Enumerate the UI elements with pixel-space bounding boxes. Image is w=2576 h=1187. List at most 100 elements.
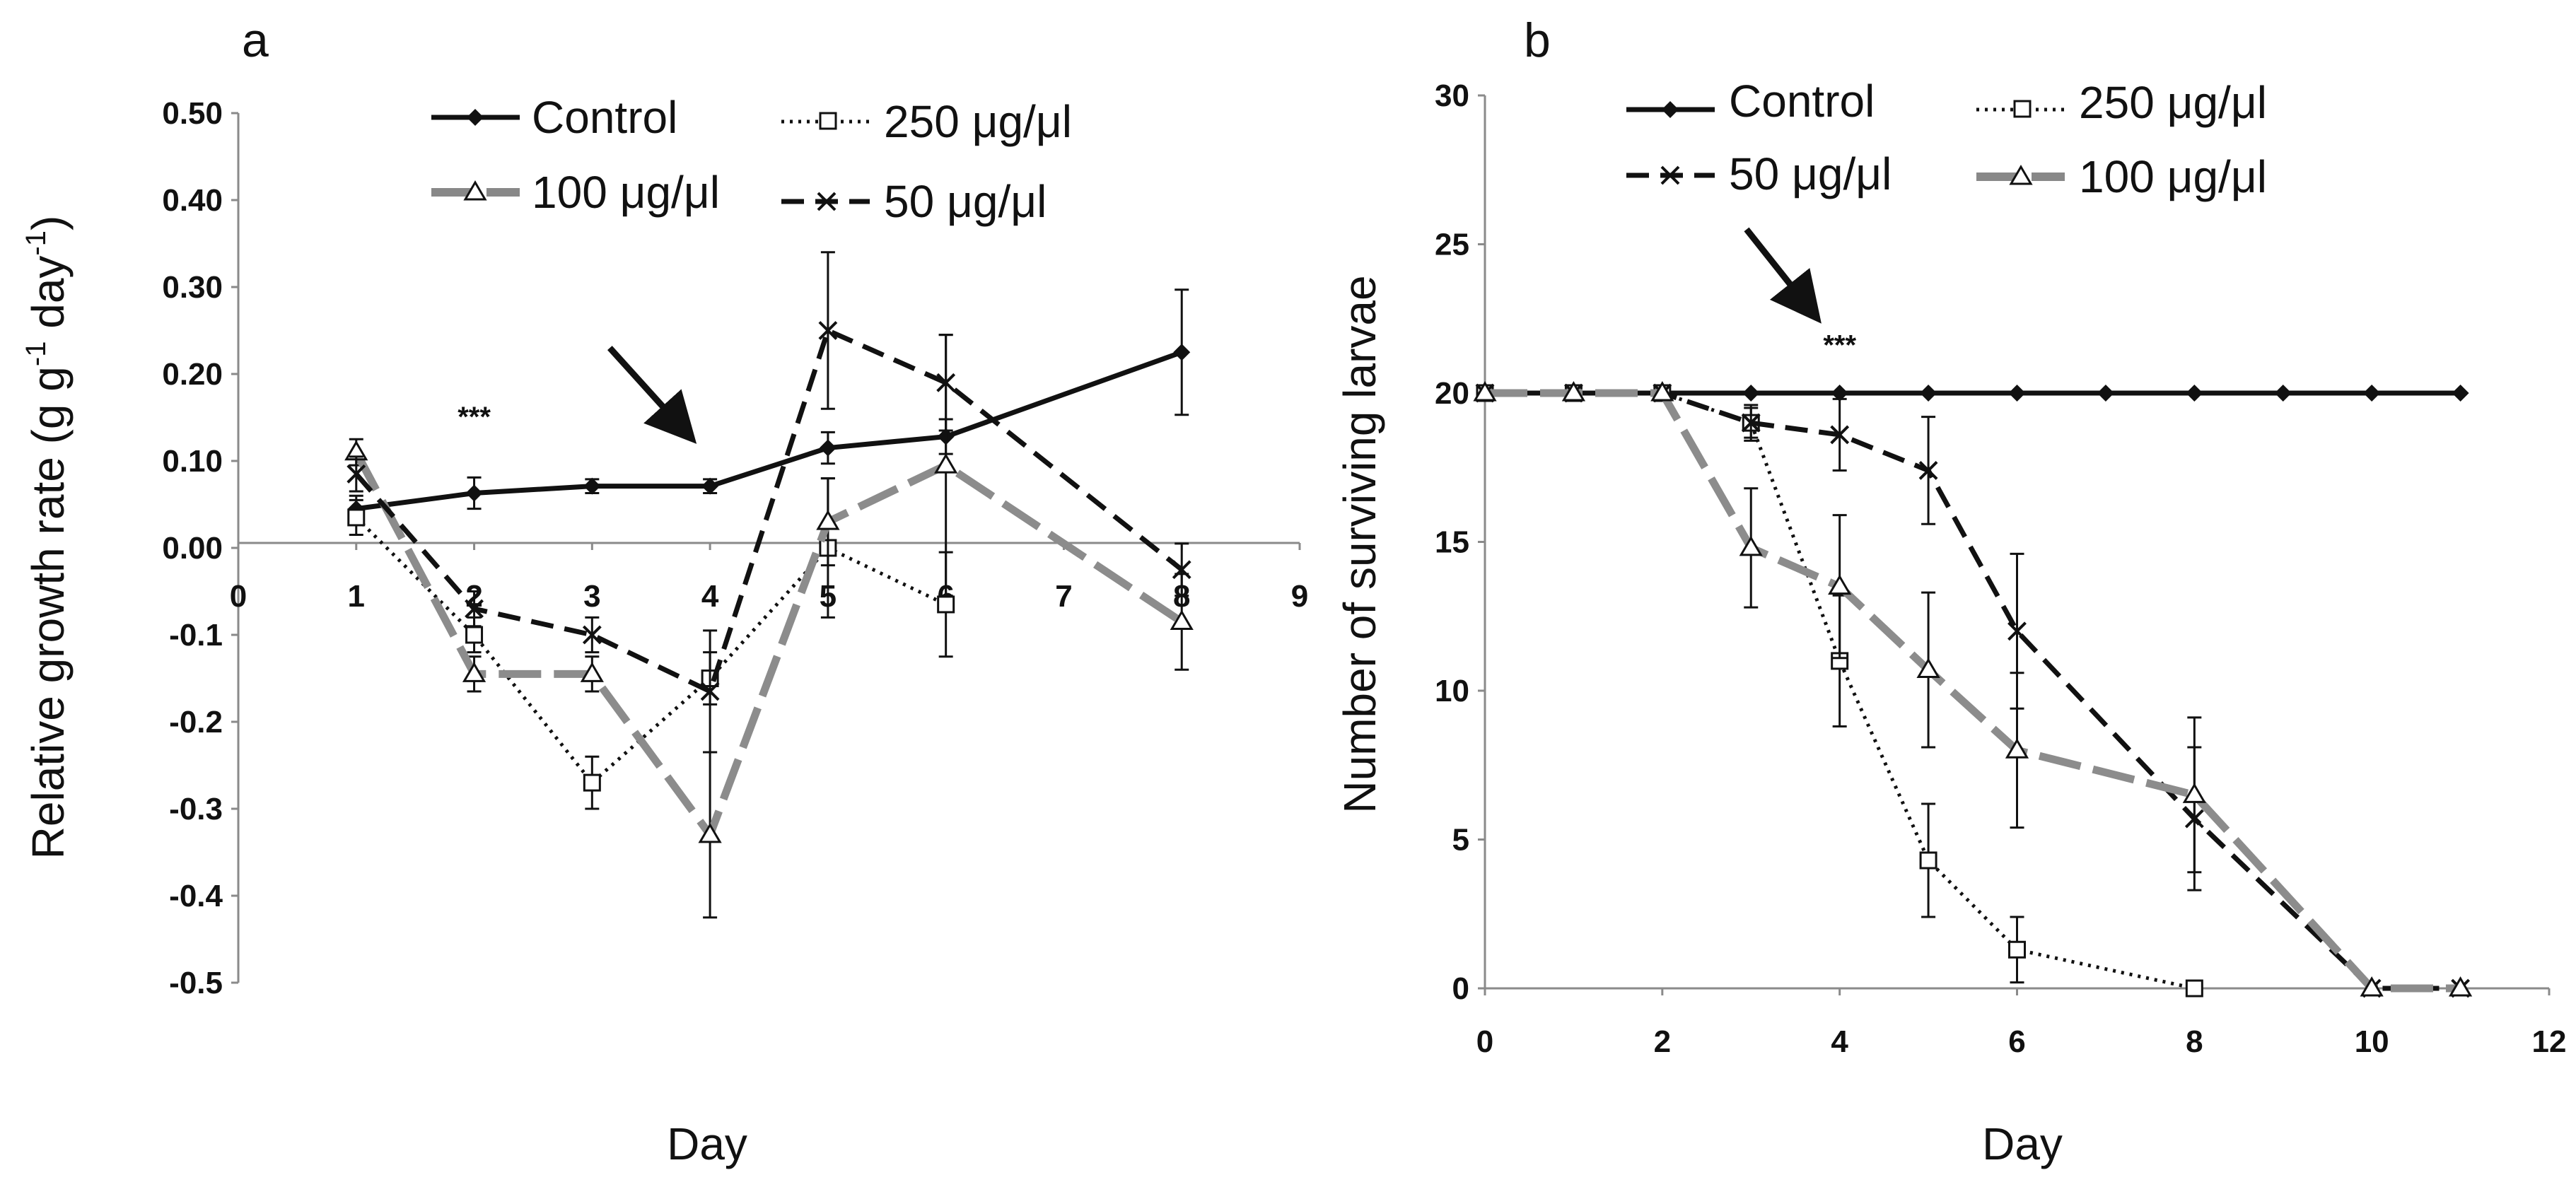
a-y-tick-label-9: -0.4 [169,879,223,913]
b-series-control-point-8 [2186,385,2203,402]
b-series-50-g-l-point-6 [2007,621,2027,641]
a-y-tick-label-8: -0.3 [169,792,223,826]
b-series-100-g-l-point-2 [1650,381,1674,402]
b-series-control-point-11 [2452,385,2469,402]
b-series-100-g-l-point-0 [1473,381,1497,402]
a-series-100-g-l-point-6 [1170,609,1194,631]
b-y-tick-label-0: 30 [1435,78,1469,113]
b-y-tick-label-2: 20 [1435,376,1469,411]
b-series-100-g-l-point-1 [1561,381,1586,402]
a-y-tick-label-0: 0.50 [162,96,223,131]
b-series-250-g-l [1476,384,2203,998]
a-y-tick-label-6: -0.1 [169,618,223,653]
b-series-control-point-5 [1920,385,1937,402]
y-tick-labels-a: 0.50 0.40 0.30 0.20 0.10 0.00 -0.1 -0.2 -0.3 -0.4… [162,96,238,1000]
panel-label-a: a [242,13,269,67]
a-x-tick-label-3: 3 [583,579,600,614]
a-series-50-g-l-point-3 [700,682,720,701]
a-y-tick-label-10: -0.5 [169,966,223,1000]
b-series-100-g-l-point-4 [1828,574,1852,595]
diamond-marker-icon [467,109,484,126]
b-series-100-g-l-point-7 [2182,783,2206,803]
square-marker-icon [2013,100,2032,118]
square-marker-icon [819,112,837,130]
b-series-50-g-l-point-4 [1830,425,1850,445]
b-series-100-g-l-point-8 [2360,976,2384,997]
b-x-tick-label-0: 0 [1476,1024,1493,1059]
a-x-tick-label-4: 4 [701,579,719,614]
a-y-tick-label-2: 0.30 [162,270,223,305]
arrow-annotation-b [1744,227,1822,324]
b-x-tick-label-3: 6 [2008,1024,2025,1059]
b-x-tick-label-5: 10 [2355,1024,2389,1059]
a-x-tick-label-9: 9 [1291,579,1308,614]
triangle-marker-icon [463,180,487,201]
b-series-50-g-l [1475,383,2470,998]
b-series-100-g-l-point-3 [1739,535,1763,556]
b-series-50-g-l-point-5 [1918,461,1938,480]
x-axis-title-a: Day [667,1118,747,1169]
a-series-50-g-l-point-0 [346,464,366,484]
series-group-b [1473,381,2473,998]
x-axis-title-b: Day [1982,1118,2063,1169]
legend-label-control-a: Control [532,92,677,143]
y-axis-title-b: Number of surviving larvae [1334,275,1385,813]
legend-a: Control 250 μg/μl 100 μg/μl 50 μg/μl [431,92,1072,227]
b-y-tick-label-1: 25 [1435,228,1469,262]
legend-item-b-100: 100 μg/μl [1976,151,2267,202]
a-series-250-g-l-point-0 [347,508,366,527]
a-series-control-point-4 [819,439,837,457]
a-series-50-g-l [346,251,1191,754]
arrow-annotation-a [607,346,697,444]
b-y-tick-label-3: 15 [1435,525,1469,560]
b-x-tick-label-6: 12 [2532,1024,2567,1059]
b-series-control-point-10 [2363,385,2381,402]
legend-label-100-a: 100 μg/μl [532,167,720,218]
b-series-100-g-l-point-6 [2005,738,2029,759]
b-series-100-g-l-point-9 [2448,976,2473,997]
legend-item-b-50: 50 μg/μl [1626,148,1892,199]
b-series-control-point-7 [2097,385,2114,402]
b-y-tick-label-4: 10 [1435,674,1469,708]
legend-b: Control 250 μg/μl 50 μg/μl 100 μg/μl [1626,76,2267,202]
legend-label-50-b: 50 μg/μl [1729,148,1892,199]
legend-item-b-250: 250 μg/μl [1976,77,2267,128]
a-series-250-g-l-point-1 [465,626,484,644]
legend-item-a-50: 50 μg/μl [781,176,1047,227]
b-x-tick-label-4: 8 [2186,1024,2203,1059]
legend-label-100-b: 100 μg/μl [2079,151,2267,202]
a-series-100-g-l-point-5 [934,453,958,474]
legend-item-a-control: Control [431,92,677,143]
legend-label-250-b: 250 μg/μl [2079,77,2267,128]
b-series-250-g-l-point-6 [2008,940,2026,959]
a-series-control-point-1 [465,484,483,502]
series-group-a [344,251,1194,919]
panel-label-b: b [1524,13,1551,67]
a-series-control-point-3 [701,477,719,495]
a-series-50-g-l-point-4 [818,321,838,340]
a-y-tick-label-7: -0.2 [169,705,223,739]
a-series-50-g-l-point-5 [936,373,956,392]
b-series-100-g-l-line [1485,389,2461,993]
a-series-250-g-l-line [355,516,947,785]
a-series-control-point-2 [583,477,601,495]
x-marker-icon [1660,165,1680,185]
b-series-250-g-l-point-7 [2185,979,2203,998]
a-x-tick-label-7: 7 [1055,579,1072,614]
diamond-marker-icon [1662,101,1679,118]
x-marker-icon [817,192,837,211]
b-series-50-g-l-line [1485,390,2461,991]
b-series-control-point-9 [2274,385,2292,402]
a-series-control-point-6 [1173,344,1191,361]
a-series-100-g-l-point-2 [580,662,604,682]
chart-panel-a: a Day Relative growth rate (g g-1 day-1)… [21,13,1308,1169]
b-series-control-point-3 [1742,385,1760,402]
a-series-100-g-l-point-1 [462,662,486,682]
a-y-tick-label-4: 0.10 [162,444,223,479]
b-series-100-g-l [1473,381,2473,997]
a-series-250-g-l-point-2 [583,773,601,792]
legend-label-250-a: 250 μg/μl [884,96,1072,147]
legend-label-control-b: Control [1729,76,1875,127]
a-series-250-g-l-point-5 [937,595,955,614]
